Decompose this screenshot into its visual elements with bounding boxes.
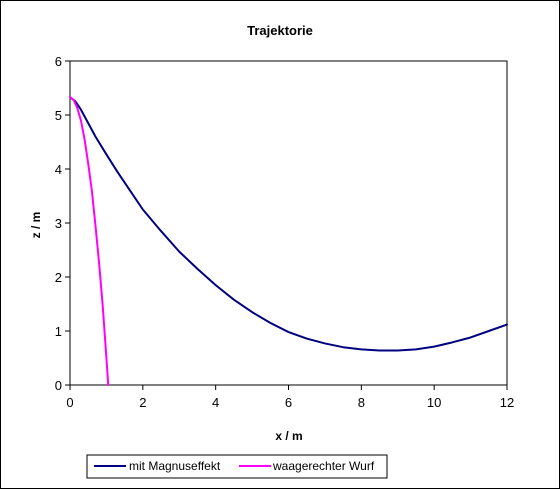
legend-label-magnus: mit Magnuseffekt (129, 459, 221, 473)
series-group (69, 96, 508, 386)
series-line-1 (69, 96, 110, 386)
x-tick-label: 2 (139, 395, 146, 410)
x-tick-label: 6 (285, 395, 292, 410)
x-tick-label: 10 (427, 395, 441, 410)
x-tick-label: 4 (212, 395, 219, 410)
series-line-0 (69, 96, 508, 352)
x-tick-label: 12 (500, 395, 514, 410)
plot-border (69, 60, 508, 386)
x-tick-label: 0 (66, 395, 73, 410)
y-tick-label: 0 (55, 378, 62, 393)
legend-label-wurf: waagerechter Wurf (272, 459, 375, 473)
y-tick-label: 3 (55, 216, 62, 231)
plot-area (69, 60, 508, 386)
x-tick-label: 8 (358, 395, 365, 410)
y-tick-label: 4 (55, 162, 62, 177)
x-axis-ticks: 0 2 4 6 8 10 12 (66, 385, 514, 410)
y-tick-label: 1 (55, 324, 62, 339)
y-axis-ticks: 0 1 2 3 4 5 6 (55, 54, 70, 393)
y-tick-label: 5 (55, 108, 62, 123)
y-axis-title: z / m (29, 212, 43, 239)
legend-box (86, 454, 388, 479)
chart-title: Trajektorie (247, 23, 313, 38)
legend: mit Magnuseffekt waagerechter Wurf (86, 454, 388, 479)
y-tick-label: 6 (55, 54, 62, 69)
x-axis-title: x / m (275, 429, 302, 443)
y-tick-label: 2 (55, 270, 62, 285)
